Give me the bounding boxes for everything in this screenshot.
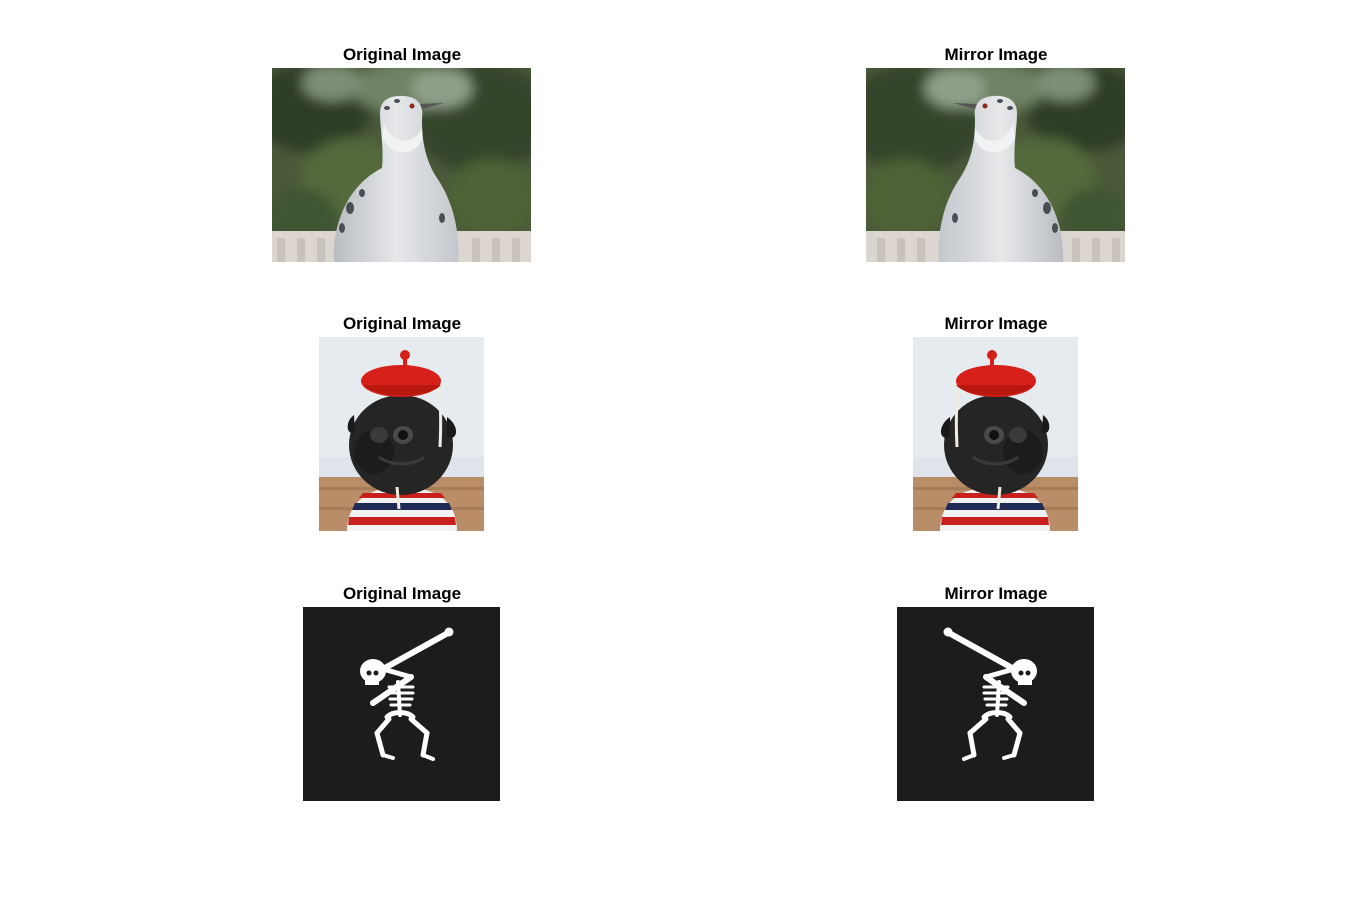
mirror-image-title-2: Mirror Image (944, 314, 1048, 333)
original-image-pug (319, 337, 484, 531)
mirror-image-skeleton (897, 607, 1094, 801)
original-image-title-2: Original Image (342, 314, 462, 333)
original-image-title-3: Original Image (342, 584, 462, 603)
mirror-image-title-1: Mirror Image (944, 45, 1048, 64)
original-image-skeleton (303, 607, 500, 801)
mirror-image-pigeon (866, 68, 1125, 262)
mirror-image-pug (913, 337, 1078, 531)
mirror-image-title-3: Mirror Image (944, 584, 1048, 603)
original-image-pigeon (272, 68, 531, 262)
original-image-title-1: Original Image (342, 45, 462, 64)
